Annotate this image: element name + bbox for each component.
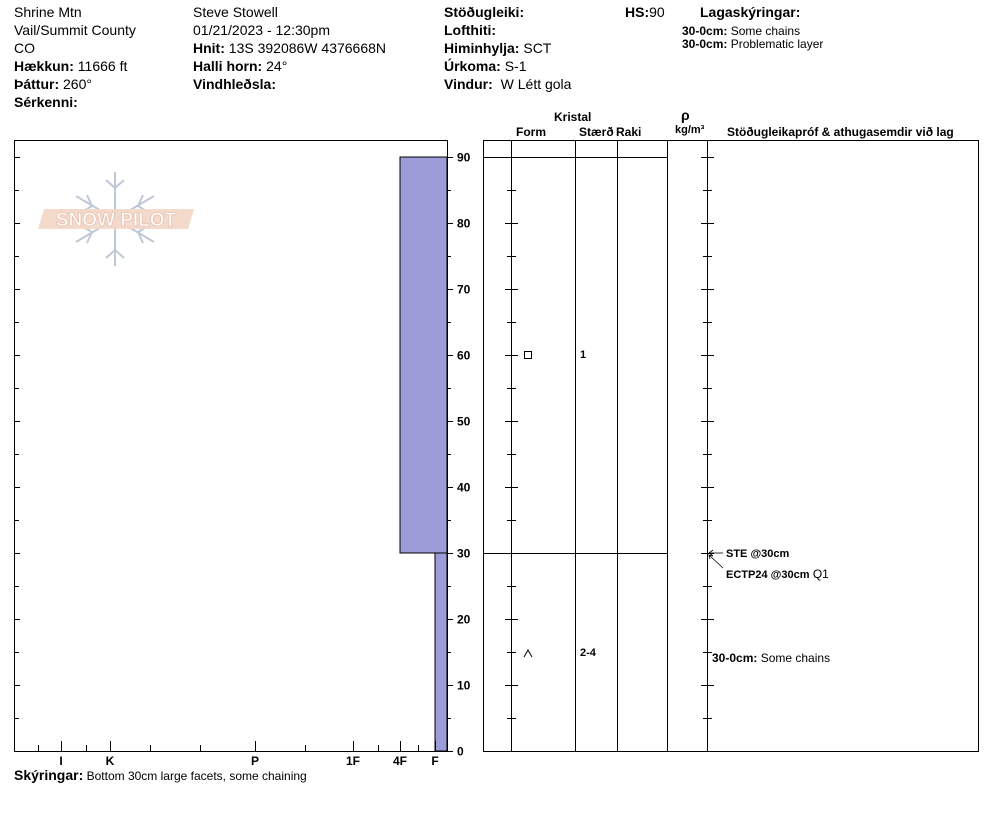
wind-loading-label: Vindhleðsla:: [193, 76, 276, 92]
elevation-value: 11666 ft: [77, 58, 128, 74]
hs-value: 90: [649, 4, 665, 20]
test-arrows: [708, 549, 724, 569]
tests-header: Stöðugleikapróf & athugasemdir við lag: [727, 125, 954, 139]
crystal-header: Kristal: [554, 110, 592, 124]
footer-notes: Skýringar: Bottom 30cm large facets, som…: [14, 767, 307, 783]
wind-value: W Létt gola: [500, 76, 572, 92]
slope-value: 24°: [266, 58, 288, 74]
hardness-tick-label: F: [431, 754, 438, 768]
depth-tick-label: 20: [457, 613, 471, 627]
footer-text: Bottom 30cm large facets, some chaining: [86, 769, 307, 783]
layer-note-2: 30-0cm: Problematic layer: [682, 37, 823, 51]
layer-size-1: 1: [580, 349, 587, 361]
snowpilot-logo: SNOW PILOT: [38, 172, 194, 266]
hs-row: HS:90: [625, 4, 665, 20]
slope-label: Halli horn:: [193, 58, 263, 74]
wind-label: Vindur:: [444, 76, 493, 92]
hardness-bar-4f: [399, 156, 448, 554]
depth-tick-label: 70: [457, 283, 471, 297]
layer-note-range: 30-0cm:: [682, 37, 728, 51]
location-area: Vail/Summit County: [14, 22, 136, 38]
hs-label: HS:: [625, 4, 650, 20]
layer-comment: 30-0cm: Some chains: [712, 651, 830, 665]
layer-comment-range: 30-0cm:: [712, 651, 758, 665]
layer-note-range: 30-0cm:: [682, 24, 728, 38]
test-ectp-label: ECTP24 @30cm: [726, 569, 810, 581]
hardness-tick-label: I: [59, 754, 62, 768]
precip-label: Úrkoma:: [444, 58, 501, 74]
sky-value: SCT: [523, 40, 552, 56]
depth-tick-label: 80: [457, 217, 471, 231]
depth-tick-label: 30: [457, 547, 471, 561]
coords-row: Hnit: 13S 392086W 4376668N: [193, 40, 386, 56]
layer-note-text: Problematic layer: [730, 37, 824, 51]
location-state: CO: [14, 40, 35, 56]
size-header: Stærð: [579, 125, 614, 139]
depth-hoar-icon: [523, 648, 533, 658]
aspect-value: 260°: [63, 76, 92, 92]
layer-note-1: 30-0cm: Some chains: [682, 24, 800, 38]
test-ste: STE @30cm: [726, 548, 790, 560]
footer-label: Skýringar:: [14, 767, 84, 783]
test-ectp-extra: Q1: [812, 567, 829, 581]
layer-note-text: Some chains: [730, 24, 801, 38]
elevation-label: Hækkun:: [14, 58, 74, 74]
coords-value: 13S 392086W 4376668N: [228, 40, 387, 56]
density-symbol: ρ: [681, 107, 690, 123]
hardness-plot-frame: [14, 140, 448, 752]
density-unit: kg/m³: [675, 124, 705, 136]
wind-row: Vindur: W Létt gola: [444, 76, 571, 92]
air-temp-label: Lofthiti:: [444, 22, 497, 38]
precip-value: S-1: [504, 58, 527, 74]
aspect-row: Þáttur: 260°: [14, 76, 92, 92]
depth-tick-label: 50: [457, 415, 471, 429]
hardness-tick-label: K: [106, 754, 115, 768]
layer-comment-text: Some chains: [760, 651, 831, 665]
depth-tick-label: 90: [457, 151, 471, 165]
elevation-row: Hækkun: 11666 ft: [14, 58, 127, 74]
hardness-bar-f: [434, 552, 448, 752]
hardness-tick-label: 4F: [393, 754, 407, 768]
slope-row: Halli horn: 24°: [193, 58, 287, 74]
test-ectp: ECTP24 @30cm Q1: [726, 567, 829, 582]
hardness-tick-label: 1F: [346, 754, 360, 768]
depth-tick-label: 60: [457, 349, 471, 363]
location-name: Shrine Mtn: [14, 4, 82, 20]
sky-label: Himinhylja:: [444, 40, 520, 56]
sky-row: Himinhylja: SCT: [444, 40, 551, 56]
layer-notes-title: Lagaskýringar:: [700, 4, 801, 20]
form-header: Form: [516, 125, 546, 139]
features-label: Sérkenni:: [14, 94, 78, 110]
hardness-tick-label: P: [251, 754, 259, 768]
depth-tick-label: 0: [457, 745, 464, 759]
observer-name: Steve Stowell: [193, 4, 278, 20]
observation-datetime: 01/21/2023 - 12:30pm: [193, 22, 330, 38]
depth-tick-label: 40: [457, 481, 471, 495]
depth-tick-label: 10: [457, 679, 471, 693]
stability-label: Stöðugleiki:: [444, 4, 525, 20]
layer-size-2: 2-4: [580, 647, 596, 659]
moisture-header: Raki: [616, 125, 642, 139]
square-faceted-icon: [524, 351, 532, 359]
aspect-label: Þáttur:: [14, 76, 60, 92]
logo-text: SNOW PILOT: [56, 210, 177, 231]
coords-label: Hnit:: [193, 40, 225, 56]
precip-row: Úrkoma: S-1: [444, 58, 526, 74]
